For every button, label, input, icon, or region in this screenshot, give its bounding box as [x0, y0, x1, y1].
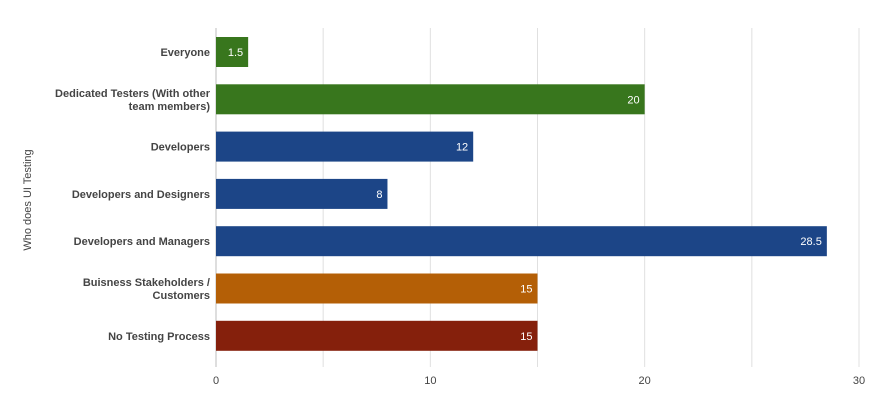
category-label: Buisness Stakeholders /: [83, 277, 210, 289]
bar-value-label: 8: [376, 189, 382, 201]
bar: [216, 37, 249, 67]
category-label: No Testing Process: [108, 331, 210, 343]
y-axis-title: Who does UI Testing: [22, 149, 34, 250]
bar-value-label: 20: [627, 94, 639, 106]
bar: [216, 178, 388, 209]
bar: [216, 84, 645, 115]
category-label: Customers: [153, 290, 210, 302]
bar-value-label: 15: [520, 331, 532, 343]
bar-value-label: 28.5: [800, 236, 821, 248]
x-axis-ticks: 0 10 20 30: [213, 375, 865, 387]
x-tick-label: 20: [639, 375, 651, 387]
x-tick-label: 0: [213, 375, 219, 387]
category-labels: Everyone Dedicated Testers (With othertea…: [55, 47, 211, 343]
bar: [216, 131, 474, 162]
category-label: Dedicated Testers (With other: [55, 88, 211, 100]
x-tick-label: 10: [424, 375, 436, 387]
bars: 1.5 20 12 8 28.5 15 15: [216, 37, 827, 351]
category-label: Developers and Managers: [74, 236, 210, 248]
category-label: team members): [129, 101, 211, 113]
bar-value-label: 15: [520, 284, 532, 296]
category-label: Developers and Designers: [72, 189, 210, 201]
bar-value-label: 12: [456, 142, 468, 154]
bar: [216, 226, 827, 257]
bar: [216, 320, 538, 351]
category-label: Developers: [151, 142, 210, 154]
bar-value-label: 1.5: [228, 47, 243, 59]
category-label: Everyone: [160, 47, 210, 59]
x-tick-label: 30: [853, 375, 865, 387]
bar: [216, 273, 538, 304]
